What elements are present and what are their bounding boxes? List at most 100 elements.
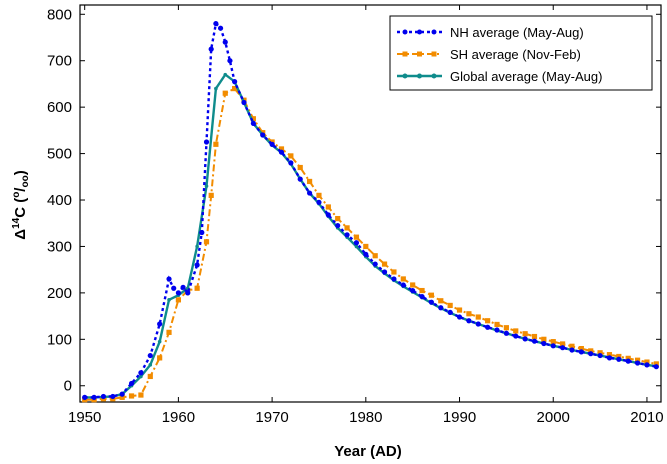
x-tick-label-1950: 1950 [68, 409, 101, 426]
series-1-point [391, 269, 397, 275]
y-axis-title-delta: Δ [12, 229, 29, 240]
series-0-point [353, 240, 360, 246]
y-axis-title-permil-o: o [11, 192, 22, 198]
series-2-point [148, 363, 153, 367]
y-axis-title-sup14: 14 [11, 217, 22, 229]
series-1-point [306, 178, 313, 185]
x-tick-label-2000: 2000 [537, 409, 570, 426]
series-0-point [166, 276, 172, 282]
series-0-point [438, 305, 444, 311]
series-0-point [625, 358, 631, 364]
series-1-point [644, 359, 650, 365]
series-1-point [372, 253, 378, 259]
series-1-point [653, 361, 659, 367]
svg-text:Δ14C (o/oo): Δ14C (o/oo) [11, 170, 31, 239]
legend-marker-1 [417, 51, 422, 57]
series-2-point [214, 86, 218, 91]
series-1-point [560, 341, 566, 347]
series-1-point [513, 328, 519, 334]
x-tick-label-1970: 1970 [255, 409, 288, 426]
series-1-point [194, 285, 200, 291]
series-0-point [199, 229, 205, 236]
legend-marker-0 [431, 29, 437, 35]
series-0-point [522, 336, 528, 342]
series-1-point [297, 164, 303, 171]
legend-label-1: SH average (Nov-Feb) [450, 47, 581, 62]
series-0-point [250, 120, 256, 127]
series-0-point [82, 394, 88, 400]
series-1-point [428, 292, 435, 298]
series-0-point [550, 343, 556, 349]
series-0-point [531, 338, 538, 344]
y-tick-label-800: 800 [47, 6, 72, 23]
series-1-point [288, 153, 294, 159]
series-1-point [597, 350, 603, 356]
series-1-point [363, 243, 369, 250]
series-0-point [588, 351, 594, 357]
series-1-point [119, 394, 125, 400]
series-0-point [260, 132, 266, 138]
series-1-point [128, 393, 135, 399]
series-0-point [91, 394, 97, 400]
series-1-point [447, 302, 453, 309]
series-0-point [391, 276, 397, 282]
series-2-point [195, 244, 199, 249]
series-0-point [222, 39, 228, 45]
series-0-point [288, 160, 294, 166]
series-1-point [410, 282, 416, 288]
series-1-point [550, 339, 556, 345]
series-1-point [232, 85, 238, 92]
legend: NH average (May-Aug) SH average (Nov-Feb)… [389, 15, 653, 91]
series-1-point [494, 321, 500, 328]
series-0-point [475, 321, 481, 327]
series-1-point [175, 297, 181, 303]
y-tick-label-0: 0 [64, 378, 72, 395]
legend-item-2: Global average (May-Aug) [397, 69, 602, 84]
series-1-point [344, 225, 350, 231]
series-0-point [185, 290, 191, 296]
series-1-point [353, 234, 360, 240]
y-tick-label-400: 400 [47, 192, 72, 209]
series-0-point [606, 355, 613, 361]
series-0-point [325, 212, 331, 218]
series-1-point [419, 287, 425, 294]
series-0-point [503, 330, 509, 336]
y-axis-title: Δ14C (o/oo) [11, 170, 31, 239]
series-1-point [475, 314, 481, 320]
legend-item-0: NH average (May-Aug) [397, 25, 584, 40]
series-1-point [588, 348, 594, 354]
series-1-point [541, 336, 547, 342]
series-2-point [354, 244, 359, 249]
series-2-point [157, 339, 162, 344]
series-1-point [157, 355, 163, 361]
series-1-point [625, 355, 631, 361]
y-axis-title-permil-slash: / [12, 187, 29, 192]
series-2-point [167, 298, 171, 302]
series-0-point [560, 345, 566, 351]
series-0-point [232, 79, 238, 85]
series-1-point [606, 352, 613, 358]
y-axis-title-c: C ( [12, 198, 29, 218]
legend-marker-1 [402, 51, 408, 57]
series-1-point [325, 204, 331, 210]
legend-marker-2 [417, 73, 422, 79]
legend-label-2: Global average (May-Aug) [450, 69, 602, 84]
series-0-point [171, 285, 177, 291]
series-1 [82, 85, 659, 403]
series-1-point [381, 261, 388, 267]
series-0-point [157, 321, 163, 327]
series-0-point [447, 309, 453, 315]
series-1-point [335, 215, 341, 222]
series-0-point [644, 362, 650, 368]
series-0-point [213, 20, 219, 27]
series-0-point [335, 222, 341, 229]
series-0-point [513, 333, 519, 339]
series-0-point [269, 141, 275, 147]
series-group [82, 20, 659, 403]
series-0-point [419, 293, 425, 300]
series-0-point [128, 380, 135, 387]
series-1-point [203, 239, 210, 245]
y-axis-title-close: ) [12, 170, 29, 175]
series-0-point [494, 327, 500, 333]
series-0-point [456, 314, 463, 320]
